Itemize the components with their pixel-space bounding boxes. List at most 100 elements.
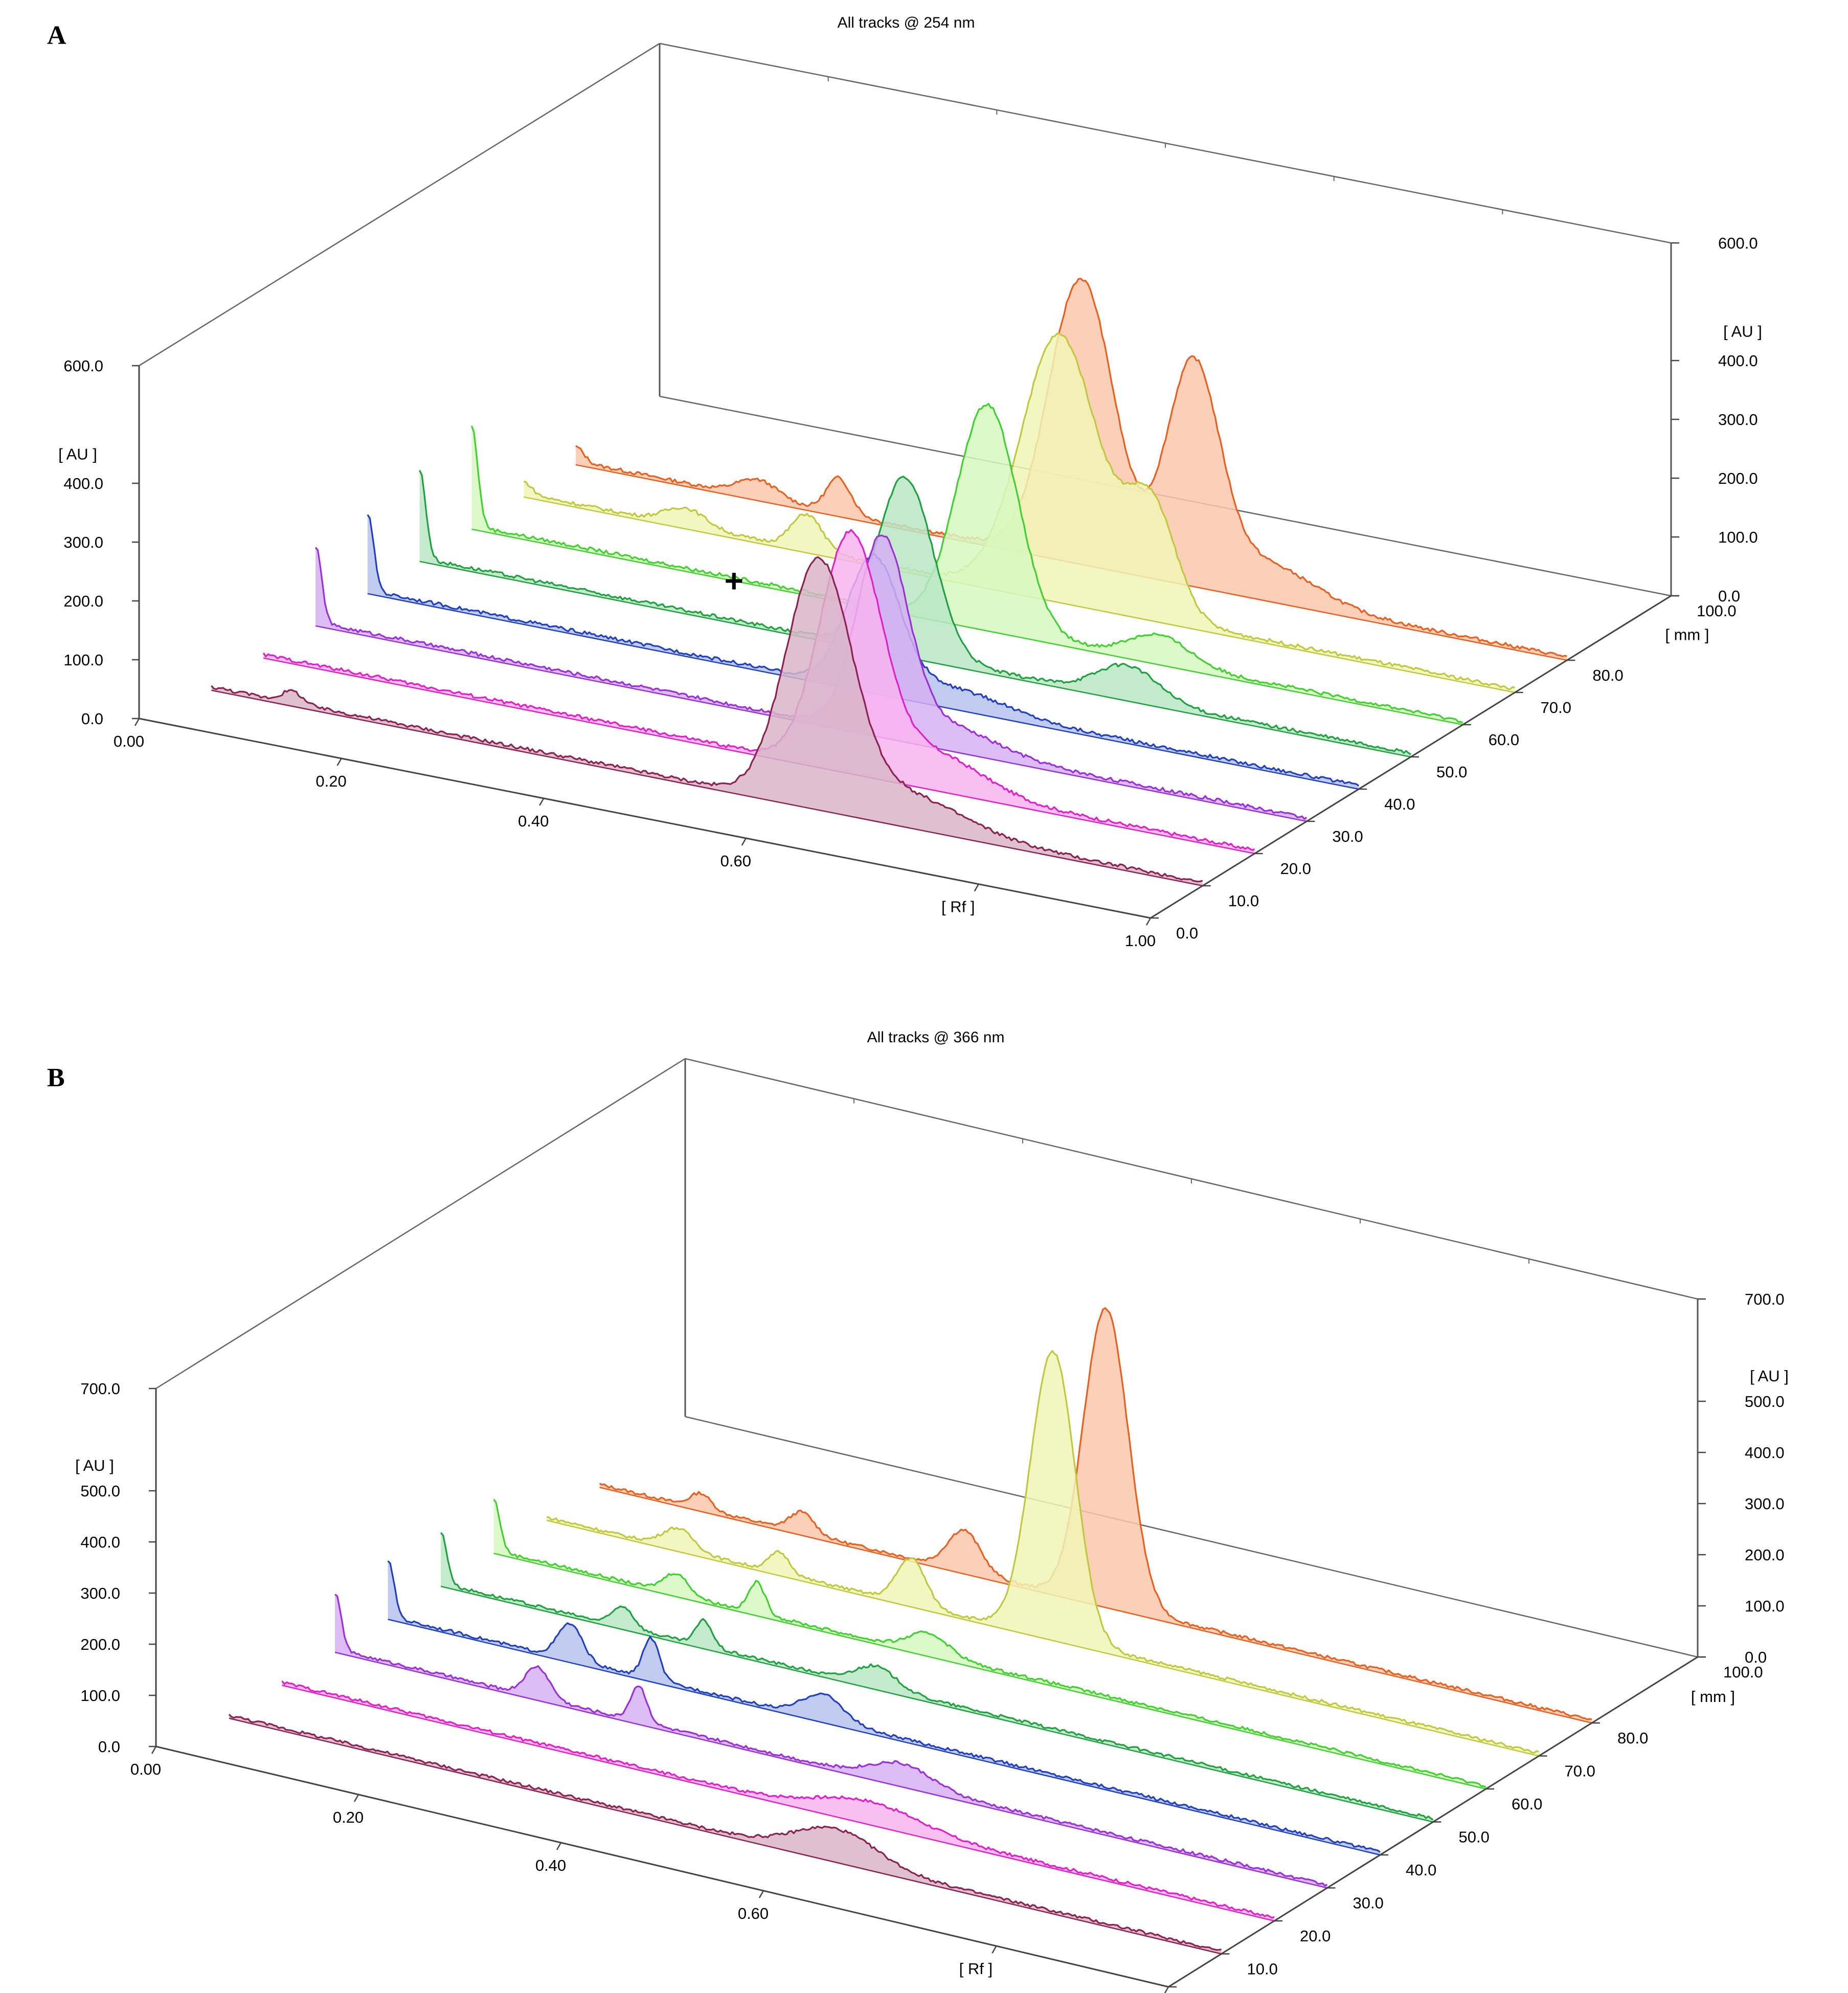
- z-tick-label: 80.0: [1592, 666, 1623, 684]
- z-tick-label: 60.0: [1489, 731, 1519, 749]
- top-diagonal-tick: [607, 72, 613, 76]
- z-tick-label: 10.0: [1247, 1960, 1278, 1978]
- x-axis-tick: [539, 798, 545, 806]
- series-area-fill: [211, 557, 1203, 886]
- top-diagonal-tick: [208, 1352, 215, 1356]
- top-diagonal-tick: [399, 201, 405, 205]
- x-axis-tick: [1164, 1986, 1169, 1993]
- y-tick-label-right: 400.0: [1745, 1444, 1785, 1462]
- top-diagonal-tick: [314, 1286, 321, 1290]
- y-tick-label: 200.0: [80, 1636, 120, 1653]
- y-tick-label-right: 400.0: [1718, 352, 1758, 370]
- series-line: [228, 1714, 1222, 1951]
- x-axis-label: [ Rf ]: [959, 1960, 993, 1978]
- y-tick-label: 400.0: [63, 475, 103, 492]
- z-tick-label: 20.0: [1300, 1927, 1331, 1945]
- x-tick-label: 0.40: [518, 812, 549, 830]
- z-tick-label: 30.0: [1332, 827, 1363, 845]
- series-track: [546, 1350, 1540, 1757]
- y-tick-label-right: 0.0: [1718, 587, 1740, 605]
- y-tick-label: 600.0: [63, 357, 103, 375]
- top-diagonal-tick: [526, 1154, 532, 1158]
- x-axis-tick: [151, 1746, 157, 1754]
- x-tick-label: 0.00: [114, 732, 144, 750]
- y-tick-label: 200.0: [63, 592, 103, 610]
- z-tick-label: 20.0: [1280, 860, 1311, 878]
- x-tick-label: 1.00: [1125, 932, 1156, 950]
- z-tick-label: 50.0: [1436, 763, 1467, 781]
- panel-label: B: [47, 1063, 65, 1092]
- x-axis-label: [ Rf ]: [941, 898, 975, 916]
- y-tick-label: 100.0: [63, 651, 103, 669]
- x-axis-tick: [758, 1890, 764, 1898]
- series-track: [281, 1680, 1275, 1922]
- z-tick-label: 0.0: [1176, 924, 1198, 942]
- z-tick-label: 100.0: [1697, 602, 1737, 620]
- series-line: [493, 1498, 1486, 1788]
- y-tick-label-right: 500.0: [1745, 1393, 1785, 1410]
- z-tick-label: 60.0: [1512, 1795, 1542, 1813]
- chart-panel-a: A All tracks @ 254 nm 0.0 100.0 200.0 300.0…: [0, 0, 1848, 987]
- series-baseline: [229, 1717, 1222, 1955]
- chart-title: All tracks @ 254 nm: [837, 14, 975, 31]
- x-tick-label: 0.60: [720, 852, 751, 870]
- cursor-marker-annotation: +: [725, 563, 743, 599]
- y-tick-label-right: 0.0: [1745, 1648, 1767, 1666]
- series-area-fill: [229, 1714, 1222, 1954]
- y-tick-label: 100.0: [80, 1687, 120, 1705]
- series-baseline: [388, 1619, 1381, 1856]
- top-diagonal-tick: [473, 1187, 479, 1191]
- series-line: [546, 1350, 1540, 1754]
- series-baseline: [211, 689, 1203, 887]
- y-axis-label: [ AU ]: [75, 1457, 114, 1474]
- series-area-fill: [419, 470, 1411, 757]
- y-tick-label: 700.0: [80, 1380, 120, 1398]
- z-tick-label: 50.0: [1459, 1828, 1490, 1846]
- y-tick-label: 300.0: [63, 533, 103, 551]
- y-tick-label-right: 100.0: [1745, 1597, 1785, 1615]
- panel-label: A: [47, 21, 66, 50]
- series-baseline: [440, 1585, 1433, 1823]
- series-line: [575, 278, 1567, 658]
- x-tick-label: 0.40: [535, 1856, 566, 1874]
- series-line: [440, 1532, 1434, 1821]
- x-tick-label: 0.60: [738, 1905, 769, 1922]
- x-axis-tick: [134, 718, 140, 726]
- series-track: [493, 1498, 1486, 1790]
- series-baseline: [282, 1685, 1275, 1922]
- z-tick-label: 40.0: [1406, 1861, 1436, 1879]
- x-axis-tick: [1145, 917, 1152, 926]
- series-track: [387, 1560, 1381, 1856]
- series-track: [228, 1714, 1222, 1955]
- series-line: [599, 1307, 1592, 1720]
- series-track: [334, 1594, 1328, 1889]
- y-tick-label-right: 300.0: [1745, 1495, 1785, 1513]
- x-axis-line: [139, 718, 1151, 919]
- series-track: [599, 1307, 1592, 1724]
- back-bottom-line: [685, 1416, 1698, 1658]
- x-tick-label: 0.00: [130, 1760, 161, 1778]
- series-track: [440, 1532, 1434, 1823]
- y-tick-label: 300.0: [80, 1584, 120, 1602]
- z-tick-label: 80.0: [1617, 1729, 1648, 1747]
- series-line: [211, 556, 1203, 883]
- series-line: [334, 1594, 1328, 1887]
- series-area-fill: [599, 1308, 1592, 1723]
- y-tick-label-right: 200.0: [1745, 1546, 1785, 1564]
- y-tick-label-right: 300.0: [1718, 411, 1758, 429]
- z-axis-label: [ mm ]: [1665, 626, 1709, 644]
- series-track: [470, 402, 1463, 726]
- series-track: [211, 556, 1203, 887]
- series-line: [523, 332, 1516, 690]
- series-area-fill: [471, 404, 1463, 725]
- top-diagonal-tick: [579, 1121, 585, 1125]
- y-tick-label: 400.0: [80, 1533, 120, 1551]
- top-diagonal-tick: [420, 1220, 426, 1224]
- x-axis-tick: [741, 838, 747, 846]
- top-diagonal-tick: [451, 169, 457, 173]
- z-tick-label: 100.0: [1723, 1663, 1763, 1681]
- y-tick-label-right: 100.0: [1718, 528, 1758, 546]
- series-line: [281, 1680, 1275, 1919]
- top-diagonal-tick: [295, 265, 301, 270]
